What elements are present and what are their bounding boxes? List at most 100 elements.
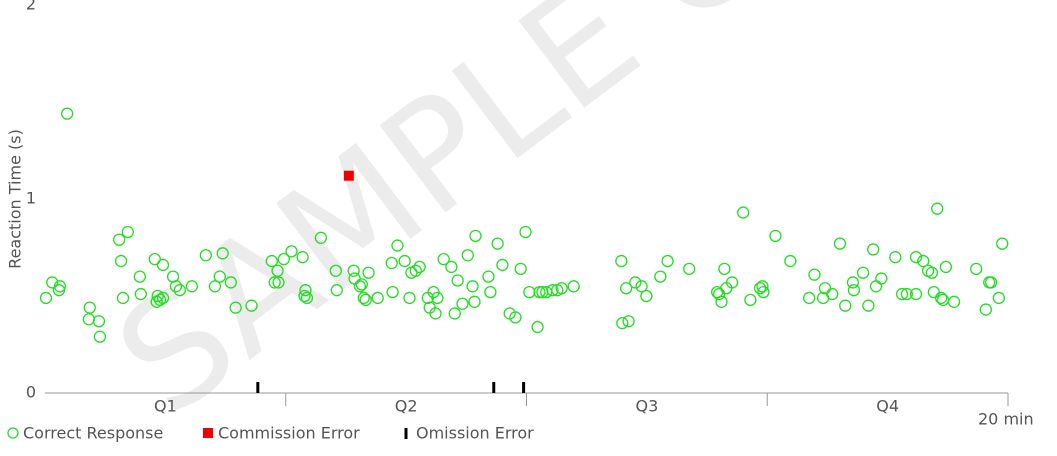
watermark: SAMPLE C	[87, 0, 792, 449]
data-point	[744, 293, 757, 307]
data-point	[867, 243, 880, 256]
data-point	[496, 258, 509, 272]
data-point	[39, 291, 53, 305]
data-point	[846, 276, 860, 289]
data-point	[661, 254, 674, 268]
data-point	[398, 254, 411, 268]
data-point	[869, 280, 883, 293]
data-point	[299, 284, 312, 297]
data-point	[371, 291, 384, 305]
data-point	[484, 285, 497, 299]
data-point	[451, 274, 464, 287]
data-point	[362, 266, 375, 279]
data-point	[92, 315, 106, 328]
data-point	[413, 260, 426, 274]
data-point	[900, 287, 914, 301]
data-point	[150, 295, 163, 308]
data-point	[468, 295, 481, 308]
data-point	[833, 237, 847, 250]
data-point	[939, 260, 953, 274]
data-point	[466, 280, 479, 293]
data-point	[917, 254, 930, 268]
data-point	[847, 284, 861, 297]
data-point	[343, 170, 354, 181]
data-point	[482, 270, 495, 283]
data-point	[620, 282, 633, 295]
data-point	[386, 285, 399, 299]
data-point	[330, 284, 343, 297]
data-point	[523, 285, 536, 299]
data-point	[173, 284, 186, 297]
x-tick-label: 20 min	[978, 410, 1034, 429]
data-point	[469, 229, 482, 243]
data-point	[314, 231, 328, 244]
data-point	[285, 245, 298, 258]
y-tick-label: 1	[26, 189, 36, 208]
data-point	[875, 272, 888, 285]
legend-marker	[404, 428, 408, 439]
data-point	[909, 287, 923, 301]
data-point	[156, 291, 170, 305]
data-point	[992, 291, 1006, 305]
data-point	[385, 256, 398, 270]
data-point	[213, 270, 226, 283]
data-point	[925, 266, 939, 279]
y-tick-label: 2	[26, 0, 36, 14]
data-point	[555, 282, 568, 295]
data-point	[654, 270, 667, 283]
data-point	[256, 382, 260, 393]
data-point	[808, 268, 821, 281]
data-point	[629, 276, 642, 289]
legend-marker	[203, 428, 213, 438]
data-point	[615, 254, 628, 268]
data-point	[353, 280, 367, 293]
legend-label: Omission Error	[416, 424, 534, 443]
data-point	[268, 276, 281, 289]
data-point	[134, 287, 147, 301]
data-point	[970, 262, 983, 275]
data-point	[947, 295, 961, 308]
data-point	[889, 251, 902, 264]
data-point	[640, 289, 653, 303]
data-point	[737, 206, 750, 219]
data-point	[224, 276, 238, 289]
data-point	[429, 307, 442, 320]
data-point	[784, 254, 797, 268]
data-point	[826, 287, 839, 301]
x-tick-label: Q1	[154, 397, 177, 416]
x-tick-label: Q3	[635, 397, 658, 416]
data-point	[403, 291, 416, 305]
data-point	[229, 301, 242, 314]
data-point	[909, 251, 923, 264]
data-point	[329, 264, 342, 277]
data-point	[927, 285, 940, 299]
data-point	[984, 276, 998, 289]
y-tick-label: 0	[26, 383, 36, 402]
data-point	[272, 276, 285, 289]
data-point	[756, 280, 769, 293]
data-point	[431, 291, 444, 305]
data-point	[862, 299, 875, 312]
x-tick-label: Q2	[395, 397, 418, 416]
data-point	[757, 285, 770, 299]
data-point	[456, 297, 469, 310]
data-point	[622, 315, 635, 328]
data-point	[492, 382, 496, 393]
data-point	[245, 299, 258, 312]
data-point	[216, 247, 229, 260]
data-point	[355, 278, 368, 291]
data-point	[533, 285, 546, 299]
data-point	[509, 311, 522, 324]
x-tick-label: Q4	[876, 397, 899, 416]
data-point	[753, 282, 767, 295]
data-point	[567, 280, 580, 293]
data-point	[519, 225, 532, 239]
data-point	[347, 264, 360, 277]
data-point	[683, 262, 696, 275]
data-point	[718, 262, 731, 275]
data-point	[208, 280, 222, 293]
data-point	[461, 249, 474, 262]
data-point	[52, 284, 66, 297]
data-point	[277, 252, 290, 266]
